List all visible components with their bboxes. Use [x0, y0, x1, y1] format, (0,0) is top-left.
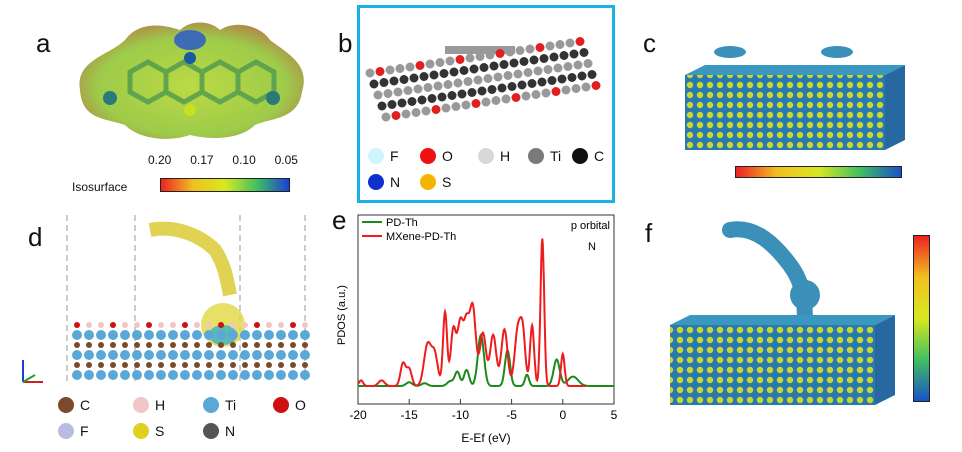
legend-label: MXene-PD-Th [386, 231, 456, 243]
legend-d-F: F [58, 423, 89, 439]
legend-Ti: Ti [528, 148, 561, 164]
isosurface-colorbar [160, 178, 290, 192]
panel-label-e: e [332, 205, 347, 235]
colorbar-title: Isosurface [72, 180, 128, 194]
series-line-pd-th [358, 333, 614, 387]
x-tick-label: 0 [559, 408, 566, 422]
legend-d-H: H [133, 397, 165, 413]
x-axis-label: E-Ef (eV) [461, 431, 510, 445]
panel-label-b: b [338, 28, 353, 58]
legend-d-Ti: Ti [203, 397, 236, 413]
charge-density-slab [685, 46, 905, 150]
tick-label: 0.20 [148, 153, 172, 167]
pdos-chart: -20 -15 -10 -5 0 5 PD-Th MXene-PD-Th p orbita… [336, 214, 618, 445]
mxene-slab-side-view [365, 37, 601, 122]
legend-H: H [478, 148, 510, 164]
legend-N: N [368, 174, 400, 190]
legend-d-S: S [133, 423, 164, 439]
legend-d-C: C [58, 397, 90, 413]
isosurface-ticks: 0.20 0.17 0.10 0.05 [148, 153, 298, 167]
annotation: p orbital [571, 220, 610, 232]
tick-label: 0.05 [274, 153, 298, 167]
x-tick-label: -20 [349, 408, 367, 422]
legend-d-O: O [273, 397, 306, 413]
x-tick-label: -10 [452, 408, 470, 422]
panel-label-f: f [645, 218, 653, 248]
legend-O: O [420, 148, 453, 164]
panel-label-c: c [643, 28, 656, 58]
legend-S: S [420, 174, 451, 190]
y-axis-label: PDOS (a.u.) [336, 285, 348, 345]
legend-d-N: N [203, 423, 235, 439]
tick-label: 0.17 [190, 153, 214, 167]
x-tick-label: -15 [401, 408, 419, 422]
plot-frame [357, 214, 615, 405]
structure-box: F O H Ti C N S [357, 5, 615, 203]
legend-F: F [368, 148, 399, 164]
tick-label: 0.10 [232, 153, 256, 167]
axes-icon [22, 360, 43, 383]
legend-C: C [572, 148, 604, 164]
x-tick-label: 5 [611, 408, 618, 422]
charge-density-adsorbed [670, 221, 895, 405]
x-tick-label: -5 [506, 408, 517, 422]
electrostatic-potential-molecule [79, 22, 304, 139]
panel-label-d: d [28, 222, 43, 252]
series-line-mxene-pd-th [357, 238, 587, 387]
colorbar-c [735, 166, 902, 178]
colorbar-f [913, 235, 930, 402]
legend-label: PD-Th [386, 217, 418, 229]
panel-label-a: a [36, 28, 51, 58]
charge-difference-structure [22, 215, 310, 385]
annotation: N [588, 241, 596, 253]
